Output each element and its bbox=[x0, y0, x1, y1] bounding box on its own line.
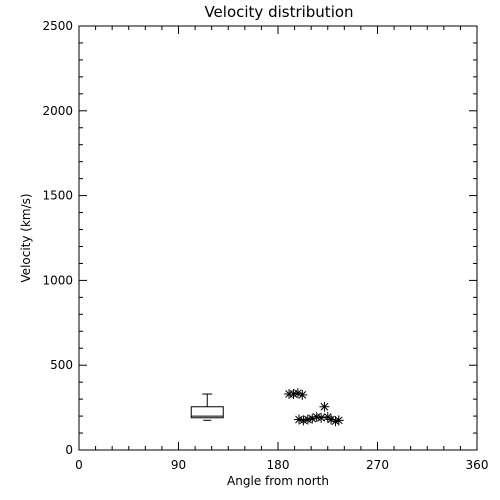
boxplot bbox=[190, 393, 224, 421]
x-tick-label: 90 bbox=[171, 458, 186, 472]
y-tick-label: 1000 bbox=[42, 273, 73, 287]
y-tick-label: 2500 bbox=[42, 19, 73, 33]
x-tick-label: 270 bbox=[366, 458, 389, 472]
x-axis-label: Angle from north bbox=[227, 474, 329, 488]
data-point bbox=[316, 412, 327, 423]
scatter-points bbox=[284, 388, 344, 427]
data-point bbox=[307, 413, 318, 424]
data-point bbox=[326, 414, 337, 425]
y-axis-label: Velocity (km/s) bbox=[19, 193, 33, 282]
chart-title: Velocity distribution bbox=[204, 3, 353, 21]
data-point bbox=[319, 401, 330, 412]
x-tick-label: 180 bbox=[267, 458, 290, 472]
y-tick-label: 1500 bbox=[42, 189, 73, 203]
plot-frame bbox=[78, 25, 478, 451]
x-tick-label: 360 bbox=[466, 458, 489, 472]
x-tick-label: 0 bbox=[75, 458, 83, 472]
box-iqr bbox=[190, 406, 224, 419]
y-tick-label: 2000 bbox=[42, 104, 73, 118]
x-axis-ticks: 0 90 180 270 360 bbox=[75, 26, 488, 472]
y-axis-ticks: 0 500 1000 1500 2000 2500 bbox=[42, 19, 477, 457]
data-point bbox=[297, 389, 308, 400]
data-point bbox=[292, 388, 303, 399]
data-point bbox=[333, 415, 344, 426]
y-tick-label: 500 bbox=[50, 358, 73, 372]
y-tick-label: 0 bbox=[65, 443, 73, 457]
